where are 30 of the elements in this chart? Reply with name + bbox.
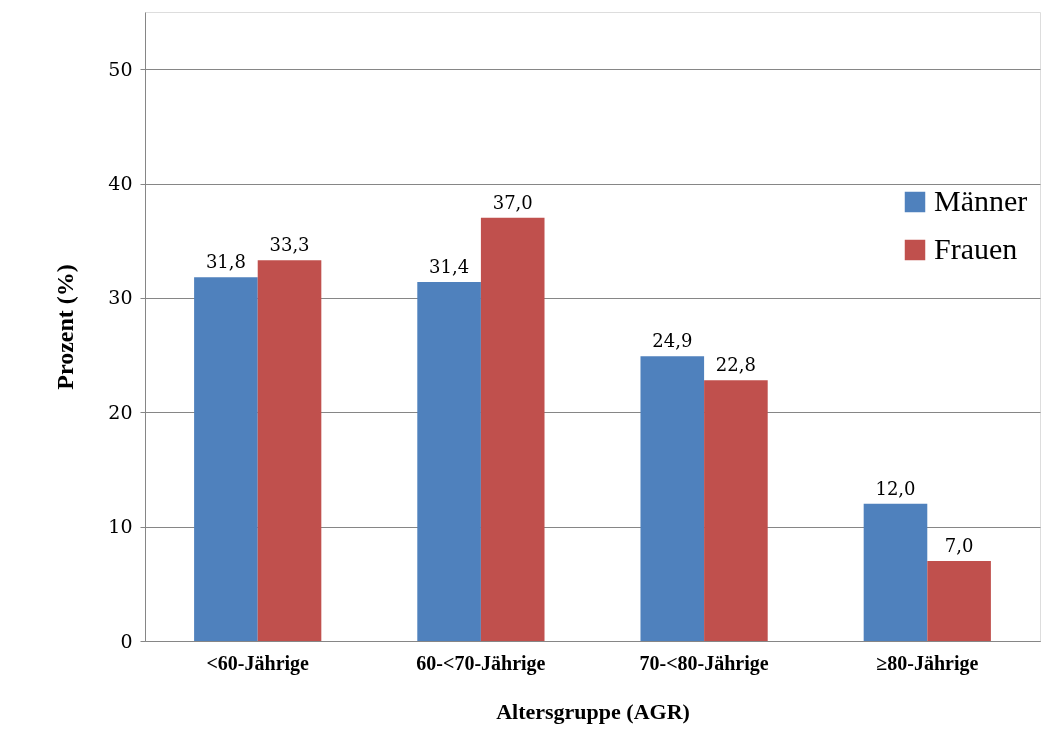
bar [640,356,705,641]
data-label: 24,9 [652,330,693,352]
data-label: 12,0 [875,477,916,499]
bar [257,260,322,641]
legend-label: Frauen [934,232,1018,265]
x-tick-label: 60-<70-Jährige [416,651,546,675]
data-label: 7,0 [944,534,974,556]
y-tick-label: 20 [108,400,133,423]
bar [863,503,928,641]
x-axis-title: Altersgruppe (AGR) [496,698,690,724]
bar [417,281,481,641]
bar [704,380,768,641]
y-tick-label: 30 [108,286,133,309]
data-label: 31,8 [205,251,246,273]
bar [194,277,258,641]
y-tick-label: 40 [108,172,133,195]
x-tick-label: <60-Jährige [206,651,310,675]
x-tick-label: 70-<80-Jährige [639,651,769,675]
y-axis-title: Prozent (%) [52,264,79,390]
bar [927,560,991,641]
y-tick-label: 10 [108,515,133,538]
x-tick-label: ≥80-Jährige [876,651,979,675]
data-label: 33,3 [269,234,310,256]
data-label: 22,8 [715,354,756,376]
data-label: 31,4 [429,255,470,277]
y-tick-label: 0 [120,629,133,652]
bar [480,217,545,641]
legend-label: Männer [934,184,1028,217]
y-tick-label: 50 [108,57,133,80]
data-label: 37,0 [492,191,533,213]
